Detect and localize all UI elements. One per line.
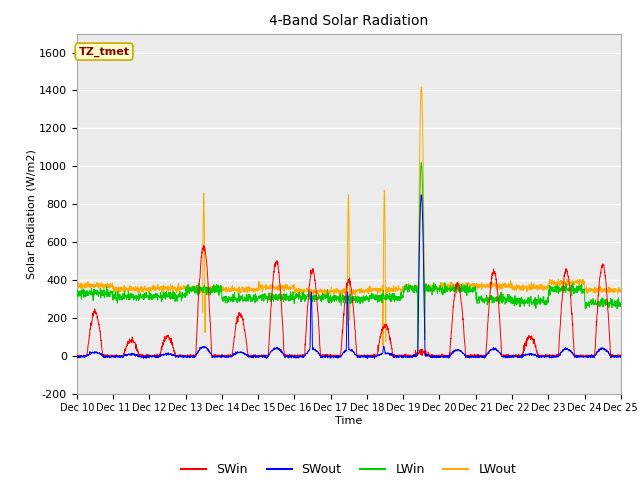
Text: TZ_tmet: TZ_tmet	[79, 47, 130, 57]
Title: 4-Band Solar Radiation: 4-Band Solar Radiation	[269, 14, 428, 28]
X-axis label: Time: Time	[335, 416, 362, 426]
Y-axis label: Solar Radiation (W/m2): Solar Radiation (W/m2)	[26, 149, 36, 278]
Legend: SWin, SWout, LWin, LWout: SWin, SWout, LWin, LWout	[176, 458, 522, 480]
